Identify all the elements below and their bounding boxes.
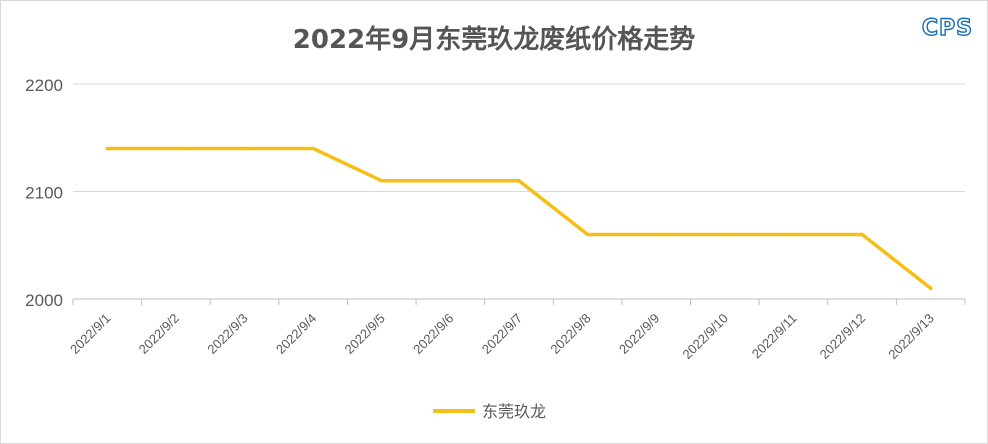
data-point: [448, 178, 453, 183]
x-tick-label: 2022/9/12: [817, 311, 869, 363]
x-tick-label: 2022/9/9: [616, 311, 662, 357]
data-point: [517, 178, 521, 183]
x-tick-label: 2022/9/4: [273, 311, 319, 357]
y-tick-label: 2000: [25, 291, 63, 310]
y-tick-label: 2100: [25, 184, 63, 203]
data-point: [311, 146, 315, 151]
data-point: [723, 232, 727, 237]
data-point: [242, 146, 247, 151]
x-tick-label: 2022/9/10: [679, 311, 731, 363]
x-tick-label: 2022/9/8: [547, 311, 593, 357]
x-tick-label: 2022/9/5: [341, 311, 387, 357]
x-tick-label: 2022/9/11: [749, 311, 800, 362]
legend-label: 东莞玖龙: [482, 402, 546, 421]
data-point: [585, 232, 590, 237]
x-tick-label: 2022/9/2: [136, 311, 182, 357]
data-point: [860, 232, 864, 237]
data-point: [379, 178, 384, 183]
data-point: [654, 232, 659, 237]
x-tick-label: 2022/9/6: [410, 311, 456, 357]
x-tick-label: 2022/9/3: [204, 311, 250, 357]
y-tick-label: 2200: [25, 76, 63, 95]
x-tick-label: 2022/9/1: [67, 311, 113, 357]
data-point: [174, 146, 178, 151]
cps-logo: CPS: [921, 15, 973, 41]
x-tick-label: 2022/9/13: [885, 311, 937, 363]
data-point: [105, 146, 110, 151]
x-tick-label: 2022/9/7: [479, 311, 525, 357]
data-point: [928, 286, 933, 291]
series-line: [105, 146, 933, 291]
chart-title: 2022年9月东莞玖龙废纸价格走势: [292, 25, 696, 55]
data-point: [791, 232, 796, 237]
